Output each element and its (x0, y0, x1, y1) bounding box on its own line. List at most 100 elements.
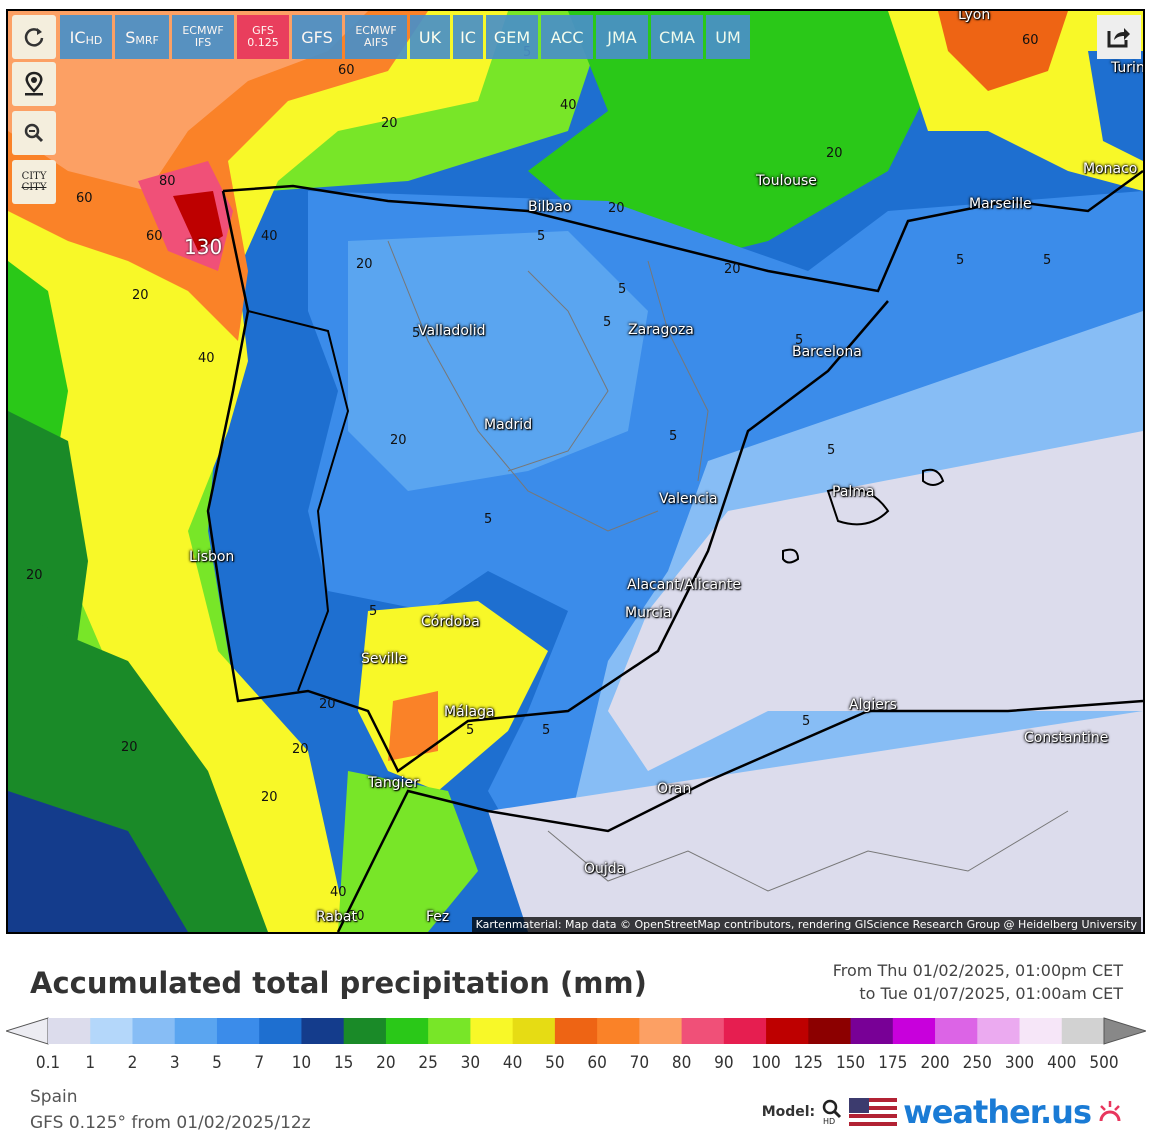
chart-title: Accumulated total precipitation (mm) (30, 966, 647, 1000)
city-label[interactable]: Fez (426, 909, 450, 925)
city-toggle-button[interactable]: CITY CITY (12, 160, 56, 204)
city-label[interactable]: Monaco (1083, 161, 1138, 177)
brand[interactable]: Model: HD weather.us (762, 1093, 1123, 1131)
contour-label: 5 (802, 714, 811, 729)
date-to: to Tue 01/07/2025, 01:00am CET (859, 984, 1123, 1003)
us-flag-icon (849, 1098, 898, 1126)
legend-color-cell (132, 1018, 176, 1044)
contour-label: 20 (348, 909, 365, 924)
city-label[interactable]: Valladolid (418, 323, 486, 339)
refresh-button[interactable] (12, 15, 56, 59)
model-button-uk[interactable]: UK (410, 15, 450, 59)
city-label[interactable]: Málaga (444, 704, 495, 720)
legend-tick-label: 90 (714, 1053, 734, 1073)
legend-tick-label: 30 (460, 1053, 481, 1073)
city-label[interactable]: Barcelona (792, 344, 862, 360)
model-button-icon-hd[interactable]: IC HD (60, 15, 112, 59)
contour-label: 5 (542, 723, 551, 738)
city-label[interactable]: Zaragoza (628, 322, 694, 338)
city-label[interactable]: Rabat (316, 909, 357, 925)
city-label[interactable]: Oran (657, 781, 692, 797)
contour-label: 40 (261, 229, 278, 244)
city-label[interactable]: Marseille (969, 196, 1032, 212)
contour-label: 5 (618, 282, 627, 297)
city-label[interactable]: Córdoba (421, 614, 480, 630)
contour-label: 20 (390, 433, 407, 448)
legend-color-cell (808, 1018, 852, 1044)
city-label[interactable]: Valencia (659, 491, 718, 507)
share-icon (1107, 28, 1130, 48)
city-label[interactable]: Turin (1111, 60, 1145, 76)
city-label[interactable]: Madrid (484, 417, 533, 433)
city-label[interactable]: Murcia (625, 605, 672, 621)
contour-label: 20 (26, 568, 43, 583)
model-button-jma[interactable]: JMA (596, 15, 648, 59)
legend-tick-label: 25 (418, 1053, 438, 1073)
city-toggle-label: CITY (21, 171, 47, 182)
city-label[interactable]: Lisbon (189, 549, 235, 565)
contour-label: 60 (338, 63, 355, 78)
model-selector: IC HD S MRF ECMWF IFS GFS 0.125 GFS ECMWF … (60, 15, 750, 59)
legend-tick-label: 2 (127, 1053, 138, 1073)
city-label[interactable]: Constantine (1024, 730, 1109, 746)
city-label[interactable]: Lyon (958, 9, 991, 23)
model-sublabel: HD (85, 33, 103, 47)
city-toggle-label-struck: CITY (21, 182, 47, 193)
location-button[interactable] (12, 62, 56, 106)
contour-label: 20 (121, 740, 138, 755)
model-button-ecmwf-ifs[interactable]: ECMWF IFS (172, 15, 234, 59)
model-button-ic[interactable]: IC (453, 15, 483, 59)
legend-color-cell (766, 1018, 809, 1044)
contour-label: 20 (261, 790, 278, 805)
model-button-gfs-0125[interactable]: GFS 0.125 (237, 15, 289, 59)
legend-tick-label: 100 (751, 1053, 781, 1073)
date-range: From Thu 01/02/2025, 01:00pm CET to Tue … (833, 959, 1123, 1005)
city-label[interactable]: Bilbao (528, 199, 572, 215)
contour-label: 5 (412, 326, 421, 341)
contour-label: 60 (76, 191, 93, 206)
contour-label: 20 (356, 257, 373, 272)
legend-tick-label: 150 (835, 1053, 866, 1073)
share-button[interactable] (1097, 15, 1141, 59)
precipitation-map[interactable]: 60 40 20 20 80 60 60 40 130 20 40 20 20 … (6, 9, 1145, 934)
contour-label: 80 (159, 174, 176, 189)
legend-color-cell (343, 1018, 387, 1044)
legend-color-cell (174, 1018, 218, 1044)
model-button-acc[interactable]: ACC (541, 15, 593, 59)
legend-tick-label: 20 (376, 1053, 396, 1073)
model-button-cma[interactable]: CMA (651, 15, 703, 59)
city-label[interactable]: Oujda (584, 861, 626, 877)
legend-tick-label: 300 (1004, 1053, 1035, 1073)
legend-tick-label: 70 (629, 1053, 650, 1073)
legend-ticks: 0.1 1 2 3 5 7 10 15 20 25 30 40 50 60 70 80 90 100 125 150 1… (0, 1053, 1153, 1075)
legend-tick-label: 500 (1089, 1053, 1119, 1073)
legend-color-cell (1061, 1018, 1105, 1044)
model-button-ecmwf-aifs[interactable]: ECMWF AIFS (345, 15, 407, 59)
city-label[interactable]: Toulouse (756, 173, 817, 189)
legend-tick-label: 60 (587, 1053, 607, 1073)
legend-tick-label: 125 (793, 1053, 823, 1073)
contour-label: 60 (146, 229, 163, 244)
legend-tick-label: 40 (502, 1053, 523, 1073)
city-label[interactable]: Tangier (368, 775, 419, 791)
model-button-gfs[interactable]: GFS (292, 15, 342, 59)
contour-label: 20 (826, 146, 843, 161)
contour-label: 5 (956, 253, 965, 268)
city-label[interactable]: Palma (832, 484, 875, 500)
model-button-um[interactable]: UM (706, 15, 750, 59)
legend-color-cell (512, 1018, 556, 1044)
contour-label: 20 (608, 201, 625, 216)
model-button-gem[interactable]: GEM (486, 15, 538, 59)
model-button-smrf[interactable]: S MRF (115, 15, 169, 59)
sun-icon (1099, 1101, 1121, 1122)
city-label[interactable]: Seville (361, 651, 408, 667)
legend-tick-label: 50 (545, 1053, 565, 1073)
legend-color-cell (850, 1018, 894, 1044)
date-from: From Thu 01/02/2025, 01:00pm CET (832, 961, 1123, 980)
contour-label: 5 (603, 315, 612, 330)
legend-color-cell (554, 1018, 598, 1044)
zoom-out-button[interactable] (12, 111, 56, 155)
city-label[interactable]: Alacant/Alicante (627, 577, 742, 593)
model-label: S (125, 27, 136, 47)
city-label[interactable]: Algiers (849, 697, 897, 713)
